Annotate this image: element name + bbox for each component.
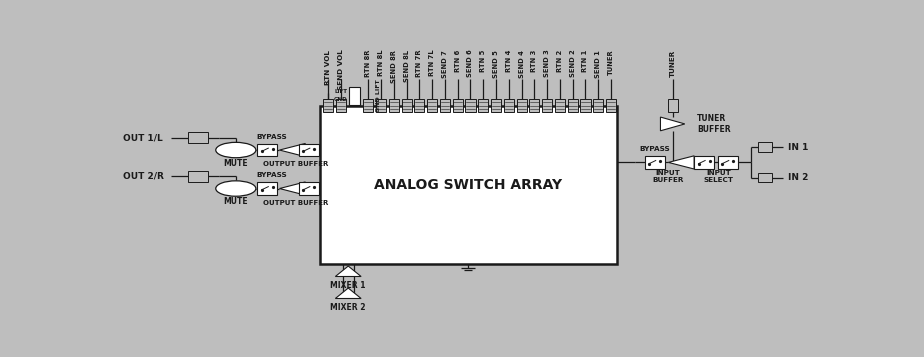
Text: SEND 8L: SEND 8L bbox=[404, 50, 409, 82]
Bar bbox=[555, 99, 565, 112]
Text: TUNER
BUFFER: TUNER BUFFER bbox=[697, 114, 731, 134]
Text: SEND 6: SEND 6 bbox=[468, 50, 473, 77]
Bar bbox=[440, 99, 450, 112]
Text: RTN 7L: RTN 7L bbox=[429, 50, 435, 76]
Circle shape bbox=[215, 142, 256, 158]
Text: ANALOG SWITCH ARRAY: ANALOG SWITCH ARRAY bbox=[374, 178, 562, 192]
Polygon shape bbox=[661, 117, 685, 131]
Text: INPUT
BUFFER: INPUT BUFFER bbox=[652, 170, 684, 183]
Bar bbox=[298, 144, 319, 156]
Text: TUNER: TUNER bbox=[608, 50, 614, 75]
Bar bbox=[376, 99, 386, 112]
Text: SEND 7: SEND 7 bbox=[442, 50, 448, 77]
Text: RTN 8R: RTN 8R bbox=[365, 50, 371, 77]
Text: LIFT: LIFT bbox=[334, 89, 347, 94]
Bar bbox=[504, 99, 514, 112]
Bar bbox=[402, 99, 411, 112]
Bar bbox=[323, 99, 334, 112]
Text: SEND 4: SEND 4 bbox=[518, 50, 525, 77]
Bar bbox=[491, 99, 501, 112]
Text: GND LIFT: GND LIFT bbox=[376, 80, 382, 112]
Bar bbox=[758, 173, 772, 182]
Text: MIXER 1: MIXER 1 bbox=[331, 281, 366, 290]
Text: SEND 5: SEND 5 bbox=[493, 50, 499, 77]
Text: RTN 3: RTN 3 bbox=[531, 50, 538, 72]
Bar bbox=[320, 106, 617, 264]
Text: MUTE: MUTE bbox=[224, 197, 249, 206]
Text: BYPASS: BYPASS bbox=[639, 146, 670, 152]
Text: INPUT
SELECT: INPUT SELECT bbox=[703, 170, 734, 183]
Text: RTN VOL: RTN VOL bbox=[325, 50, 331, 85]
Bar bbox=[758, 142, 772, 152]
Bar bbox=[529, 99, 540, 112]
Bar bbox=[298, 182, 319, 195]
Text: RTN 6: RTN 6 bbox=[455, 50, 461, 72]
Polygon shape bbox=[668, 156, 694, 169]
Text: OUT 2/R: OUT 2/R bbox=[123, 172, 164, 181]
Polygon shape bbox=[335, 266, 361, 276]
Polygon shape bbox=[279, 182, 305, 195]
Bar bbox=[567, 99, 578, 112]
Bar bbox=[718, 156, 737, 169]
Bar bbox=[389, 99, 399, 112]
Bar bbox=[414, 99, 424, 112]
Text: IN 2: IN 2 bbox=[788, 173, 808, 182]
Text: OUT 1/L: OUT 1/L bbox=[123, 133, 163, 142]
Bar bbox=[427, 99, 437, 112]
Text: TUNER: TUNER bbox=[670, 50, 675, 77]
Polygon shape bbox=[335, 288, 361, 298]
Bar bbox=[668, 99, 677, 112]
Text: OUTPUT BUFFER: OUTPUT BUFFER bbox=[263, 200, 329, 206]
Bar bbox=[336, 99, 346, 112]
Text: RTN 7R: RTN 7R bbox=[417, 50, 422, 77]
Bar bbox=[466, 99, 476, 112]
Text: IN 1: IN 1 bbox=[788, 143, 808, 152]
Text: RTN 4: RTN 4 bbox=[505, 50, 512, 72]
Bar bbox=[453, 99, 463, 112]
Bar bbox=[188, 132, 208, 143]
Bar bbox=[188, 171, 208, 182]
Text: MIXER 2: MIXER 2 bbox=[331, 303, 366, 312]
Text: RTN 8L: RTN 8L bbox=[378, 50, 384, 76]
Bar bbox=[479, 99, 488, 112]
Bar bbox=[257, 182, 277, 195]
Circle shape bbox=[215, 181, 256, 196]
Text: SEND 3: SEND 3 bbox=[544, 50, 550, 77]
Text: GND: GND bbox=[334, 97, 347, 102]
Bar bbox=[517, 99, 527, 112]
Text: RTN 1: RTN 1 bbox=[582, 50, 589, 72]
Bar bbox=[257, 144, 277, 156]
Bar bbox=[580, 99, 590, 112]
Text: RTN 5: RTN 5 bbox=[480, 50, 486, 72]
Text: SEND 1: SEND 1 bbox=[595, 50, 602, 77]
Text: BYPASS: BYPASS bbox=[256, 172, 287, 178]
Bar bbox=[645, 156, 664, 169]
Text: MUTE: MUTE bbox=[224, 159, 249, 168]
Text: BYPASS: BYPASS bbox=[256, 134, 287, 140]
Bar bbox=[349, 87, 360, 105]
Text: SEND 2: SEND 2 bbox=[570, 50, 576, 77]
Bar bbox=[542, 99, 553, 112]
Polygon shape bbox=[279, 144, 305, 157]
Text: OUTPUT BUFFER: OUTPUT BUFFER bbox=[263, 161, 329, 167]
Text: SEND VOL: SEND VOL bbox=[338, 50, 344, 90]
Bar bbox=[606, 99, 616, 112]
Bar bbox=[593, 99, 603, 112]
Bar bbox=[363, 99, 373, 112]
Text: RTN 2: RTN 2 bbox=[557, 50, 563, 72]
Bar bbox=[694, 156, 714, 169]
Text: SEND 8R: SEND 8R bbox=[391, 50, 396, 82]
